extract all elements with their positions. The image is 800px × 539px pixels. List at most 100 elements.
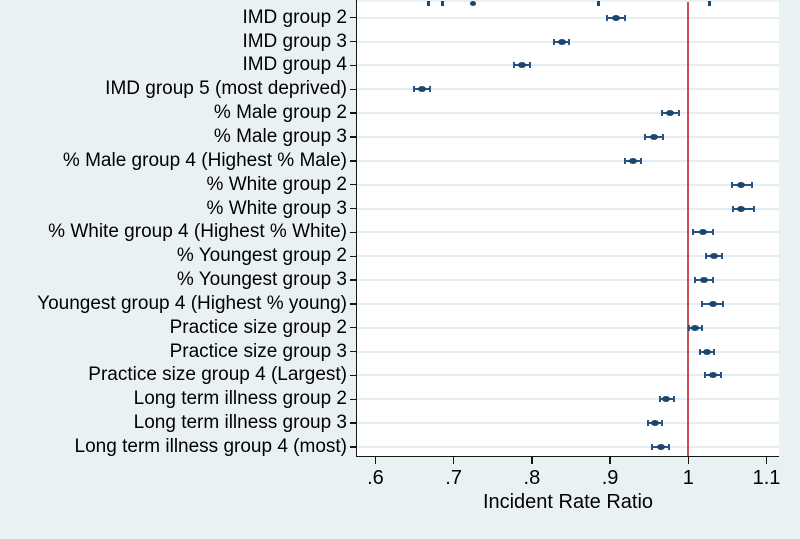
gridline — [357, 231, 779, 234]
y-tick — [350, 112, 357, 114]
gridline — [357, 255, 779, 258]
title-descender-mark — [708, 1, 711, 6]
ci-cap-left — [691, 229, 694, 236]
y-tick — [350, 327, 357, 329]
y-tick — [350, 17, 357, 19]
x-tick — [374, 456, 377, 464]
row-label: Practice size group 3 — [169, 340, 347, 362]
point-estimate-marker — [666, 110, 675, 117]
row-label: Long term illness group 3 — [133, 412, 347, 434]
ci-cap-right — [751, 181, 754, 188]
y-tick — [350, 40, 357, 43]
y-tick — [350, 136, 357, 138]
y-tick — [350, 64, 357, 67]
y-tick — [350, 374, 357, 377]
gridline — [357, 64, 779, 67]
point-estimate-marker — [628, 157, 637, 164]
y-tick — [350, 350, 357, 353]
ci-cap-left — [623, 157, 626, 164]
ci-cap-left — [688, 324, 691, 331]
x-tick-label: 1 — [682, 466, 694, 489]
row-label: Long term illness group 2 — [133, 388, 347, 410]
ci-cap-left — [699, 348, 702, 355]
row-label: Practice size group 4 (Largest) — [88, 364, 347, 386]
point-estimate-marker — [649, 134, 658, 140]
ci-cap-left — [694, 277, 697, 284]
gridline — [357, 136, 779, 138]
point-estimate-marker — [662, 396, 671, 403]
ci-cap-left — [705, 253, 708, 260]
ci-cap-left — [605, 14, 608, 21]
gridline — [357, 16, 779, 19]
y-tick — [350, 184, 357, 186]
row-label: % Male group 4 (Highest % Male) — [62, 149, 347, 171]
row-label: Practice size group 2 — [169, 316, 347, 338]
row-label: % White group 2 — [206, 173, 347, 195]
ci-cap-left — [412, 86, 415, 93]
point-estimate-marker — [708, 372, 717, 379]
ci-cap-right — [700, 324, 703, 331]
ci-cap-left — [660, 110, 663, 117]
ci-cap-right — [429, 86, 432, 93]
row-label: Youngest group 4 (Highest % young) — [37, 292, 347, 314]
ci-cap-right — [711, 229, 714, 236]
ci-cap-right — [529, 62, 532, 69]
gridline — [357, 374, 779, 377]
ci-cap-left — [644, 134, 647, 140]
ci-cap-right — [662, 134, 665, 140]
reference-line — [687, 2, 690, 456]
ci-cap-right — [720, 253, 723, 260]
plot-area — [357, 2, 779, 456]
x-tick — [531, 456, 533, 464]
point-estimate-marker — [708, 300, 717, 307]
gridline — [357, 159, 779, 162]
point-estimate-marker — [656, 443, 665, 450]
ci-cap-left — [646, 420, 649, 427]
y-tick — [350, 231, 357, 234]
row-label: % Youngest group 3 — [176, 269, 347, 291]
gridline — [357, 279, 779, 282]
y-tick — [350, 446, 357, 448]
point-estimate-marker — [691, 324, 700, 331]
point-estimate-marker — [736, 181, 745, 188]
x-axis-title: Incident Rate Ratio — [482, 490, 654, 513]
point-estimate-marker — [417, 86, 426, 93]
ci-cap-right — [711, 277, 714, 284]
row-label: % White group 4 (Highest % White) — [48, 221, 347, 243]
ci-cap-right — [721, 300, 724, 307]
gridline — [357, 350, 779, 353]
point-estimate-marker — [703, 348, 712, 355]
ci-cap-left — [659, 396, 662, 403]
y-axis-line — [355, 0, 357, 456]
row-label: IMD group 4 — [242, 54, 347, 76]
y-tick — [350, 255, 357, 257]
row-label: IMD group 2 — [242, 6, 347, 28]
row-label: % Youngest group 2 — [176, 245, 347, 267]
row-label: % Male group 3 — [213, 126, 347, 147]
x-tick-label: 1.1 — [752, 466, 781, 489]
gridline — [357, 445, 779, 448]
title-descender-mark — [427, 1, 430, 6]
row-label: % Male group 2 — [213, 102, 347, 124]
ci-cap-left — [701, 300, 704, 307]
ci-cap-left — [552, 38, 555, 45]
x-tick — [452, 456, 455, 464]
y-tick — [350, 207, 357, 210]
ci-cap-left — [512, 62, 515, 69]
point-estimate-marker — [699, 277, 708, 284]
title-descender-mark — [441, 1, 444, 6]
row-label: IMD group 3 — [242, 30, 347, 52]
gridline — [357, 88, 779, 91]
ci-cap-right — [713, 348, 716, 355]
ci-cap-right — [667, 443, 670, 450]
x-tick — [687, 456, 689, 464]
x-tick — [765, 456, 768, 464]
gridline — [357, 183, 779, 186]
ci-cap-right — [753, 205, 755, 212]
gridline — [357, 422, 779, 425]
point-estimate-marker — [612, 14, 621, 21]
x-axis-line — [355, 455, 779, 457]
point-estimate-marker — [650, 420, 659, 427]
x-tick-label: .8 — [523, 466, 541, 489]
